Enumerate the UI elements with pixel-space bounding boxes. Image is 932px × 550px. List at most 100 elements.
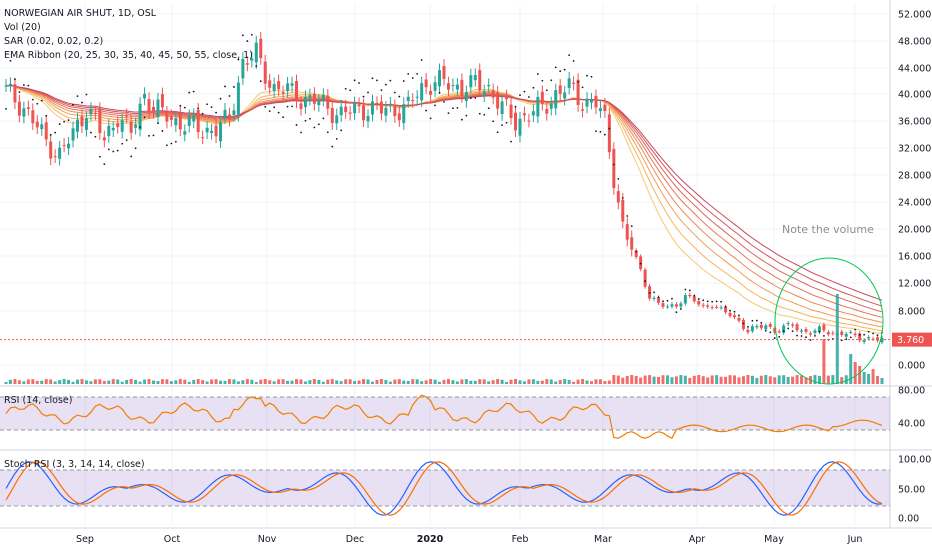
volume-bar [634, 376, 638, 384]
sar-dot [662, 300, 664, 303]
sar-dot [219, 97, 222, 100]
sar-dot [720, 300, 723, 303]
volume-bar [746, 375, 750, 384]
sar-dot [800, 335, 803, 337]
sar-dot [849, 336, 852, 339]
sar-dot [259, 80, 262, 83]
sar-dot [98, 155, 101, 158]
sar-dot [559, 70, 562, 73]
candle-body [415, 96, 419, 98]
sar-dot [733, 310, 736, 313]
volume-bar [849, 354, 853, 384]
candle-body [196, 109, 200, 133]
time-tick-label: May [764, 534, 784, 545]
sar-dot [738, 314, 740, 317]
sar-dot [58, 123, 61, 125]
candle-body [473, 75, 477, 81]
volume-bar [768, 376, 772, 384]
sar-dot [519, 94, 521, 96]
candle-body [272, 84, 276, 91]
volume-bar [625, 375, 629, 384]
candle-body [621, 199, 625, 222]
volume-bar [89, 381, 93, 384]
volume-bar [134, 380, 138, 384]
volume-bar [138, 381, 142, 384]
volume-bar [598, 379, 602, 384]
candle-body [31, 110, 35, 124]
sar-dot [590, 75, 593, 78]
price-tick-label: 48.000 [898, 37, 931, 48]
candle-body [205, 127, 209, 133]
legend-sar: SAR (0.02, 0.02, 0.2) [4, 36, 103, 49]
sar-dot [715, 300, 718, 303]
volume-bar [455, 381, 459, 384]
sar-dot [317, 123, 320, 126]
volume-bar [98, 379, 102, 384]
ema-ribbon-line [5, 84, 883, 318]
volume-bar [232, 379, 236, 384]
candle-body [17, 101, 21, 116]
volume-bar [411, 379, 415, 384]
sar-dot [255, 65, 258, 68]
candle-body [227, 114, 231, 120]
volume-bar [674, 376, 678, 384]
candle-body [201, 137, 205, 139]
volume-bar [822, 339, 826, 384]
candle-body [804, 329, 808, 332]
candle-body [643, 269, 647, 287]
price-tick-label: 44.000 [898, 64, 931, 75]
volume-bar [536, 380, 540, 384]
sar-dot [541, 79, 544, 82]
volume-bar [40, 380, 44, 384]
volume-bar [621, 377, 625, 384]
candle-body [572, 82, 576, 85]
sar-dot [872, 332, 874, 335]
volume-bar [353, 381, 357, 384]
sar-dot [116, 149, 119, 152]
sar-dot [224, 85, 226, 88]
volume-bar [657, 376, 661, 384]
volume-bar [17, 380, 21, 384]
candle-body [697, 301, 701, 305]
volume-bar [719, 376, 723, 384]
candle-body [277, 81, 281, 90]
sar-dot [603, 133, 606, 136]
price-tick-label: 12.000 [898, 279, 931, 290]
candle-body [634, 250, 638, 258]
annotation-text: Note the volume [782, 223, 874, 236]
sar-dot [277, 111, 280, 114]
sar-dot [5, 107, 7, 110]
sar-dot [478, 112, 481, 115]
sar-dot [402, 80, 405, 82]
volume-bar [804, 377, 808, 384]
volume-bar [661, 375, 665, 384]
volume-bar [384, 380, 388, 384]
sar-dot [858, 333, 861, 336]
sar-dot [148, 134, 150, 137]
volume-bar [648, 375, 652, 384]
sar-dot [568, 54, 571, 56]
price-tick-label: 8.000 [898, 307, 925, 318]
candle-body [210, 130, 214, 133]
sar-dot [165, 144, 168, 147]
candle-body [688, 294, 692, 297]
sar-dot [429, 117, 432, 120]
volume-bar [22, 381, 26, 384]
volume-bar [321, 381, 325, 384]
candle-body [464, 92, 468, 101]
sar-dot [40, 99, 43, 102]
sar-dot [210, 106, 213, 109]
volume-bar [728, 375, 732, 384]
sar-dot [425, 109, 428, 112]
candle-body [35, 121, 39, 128]
candle-body [683, 295, 687, 304]
sar-dot [233, 86, 235, 88]
sar-dot [304, 119, 307, 122]
volume-bar [312, 379, 316, 384]
volume-bar [554, 381, 558, 384]
candle-body [40, 124, 44, 130]
candle-body [491, 90, 495, 98]
sar-dot [769, 331, 772, 334]
sar-dot [452, 107, 454, 110]
volume-bar [563, 379, 567, 384]
